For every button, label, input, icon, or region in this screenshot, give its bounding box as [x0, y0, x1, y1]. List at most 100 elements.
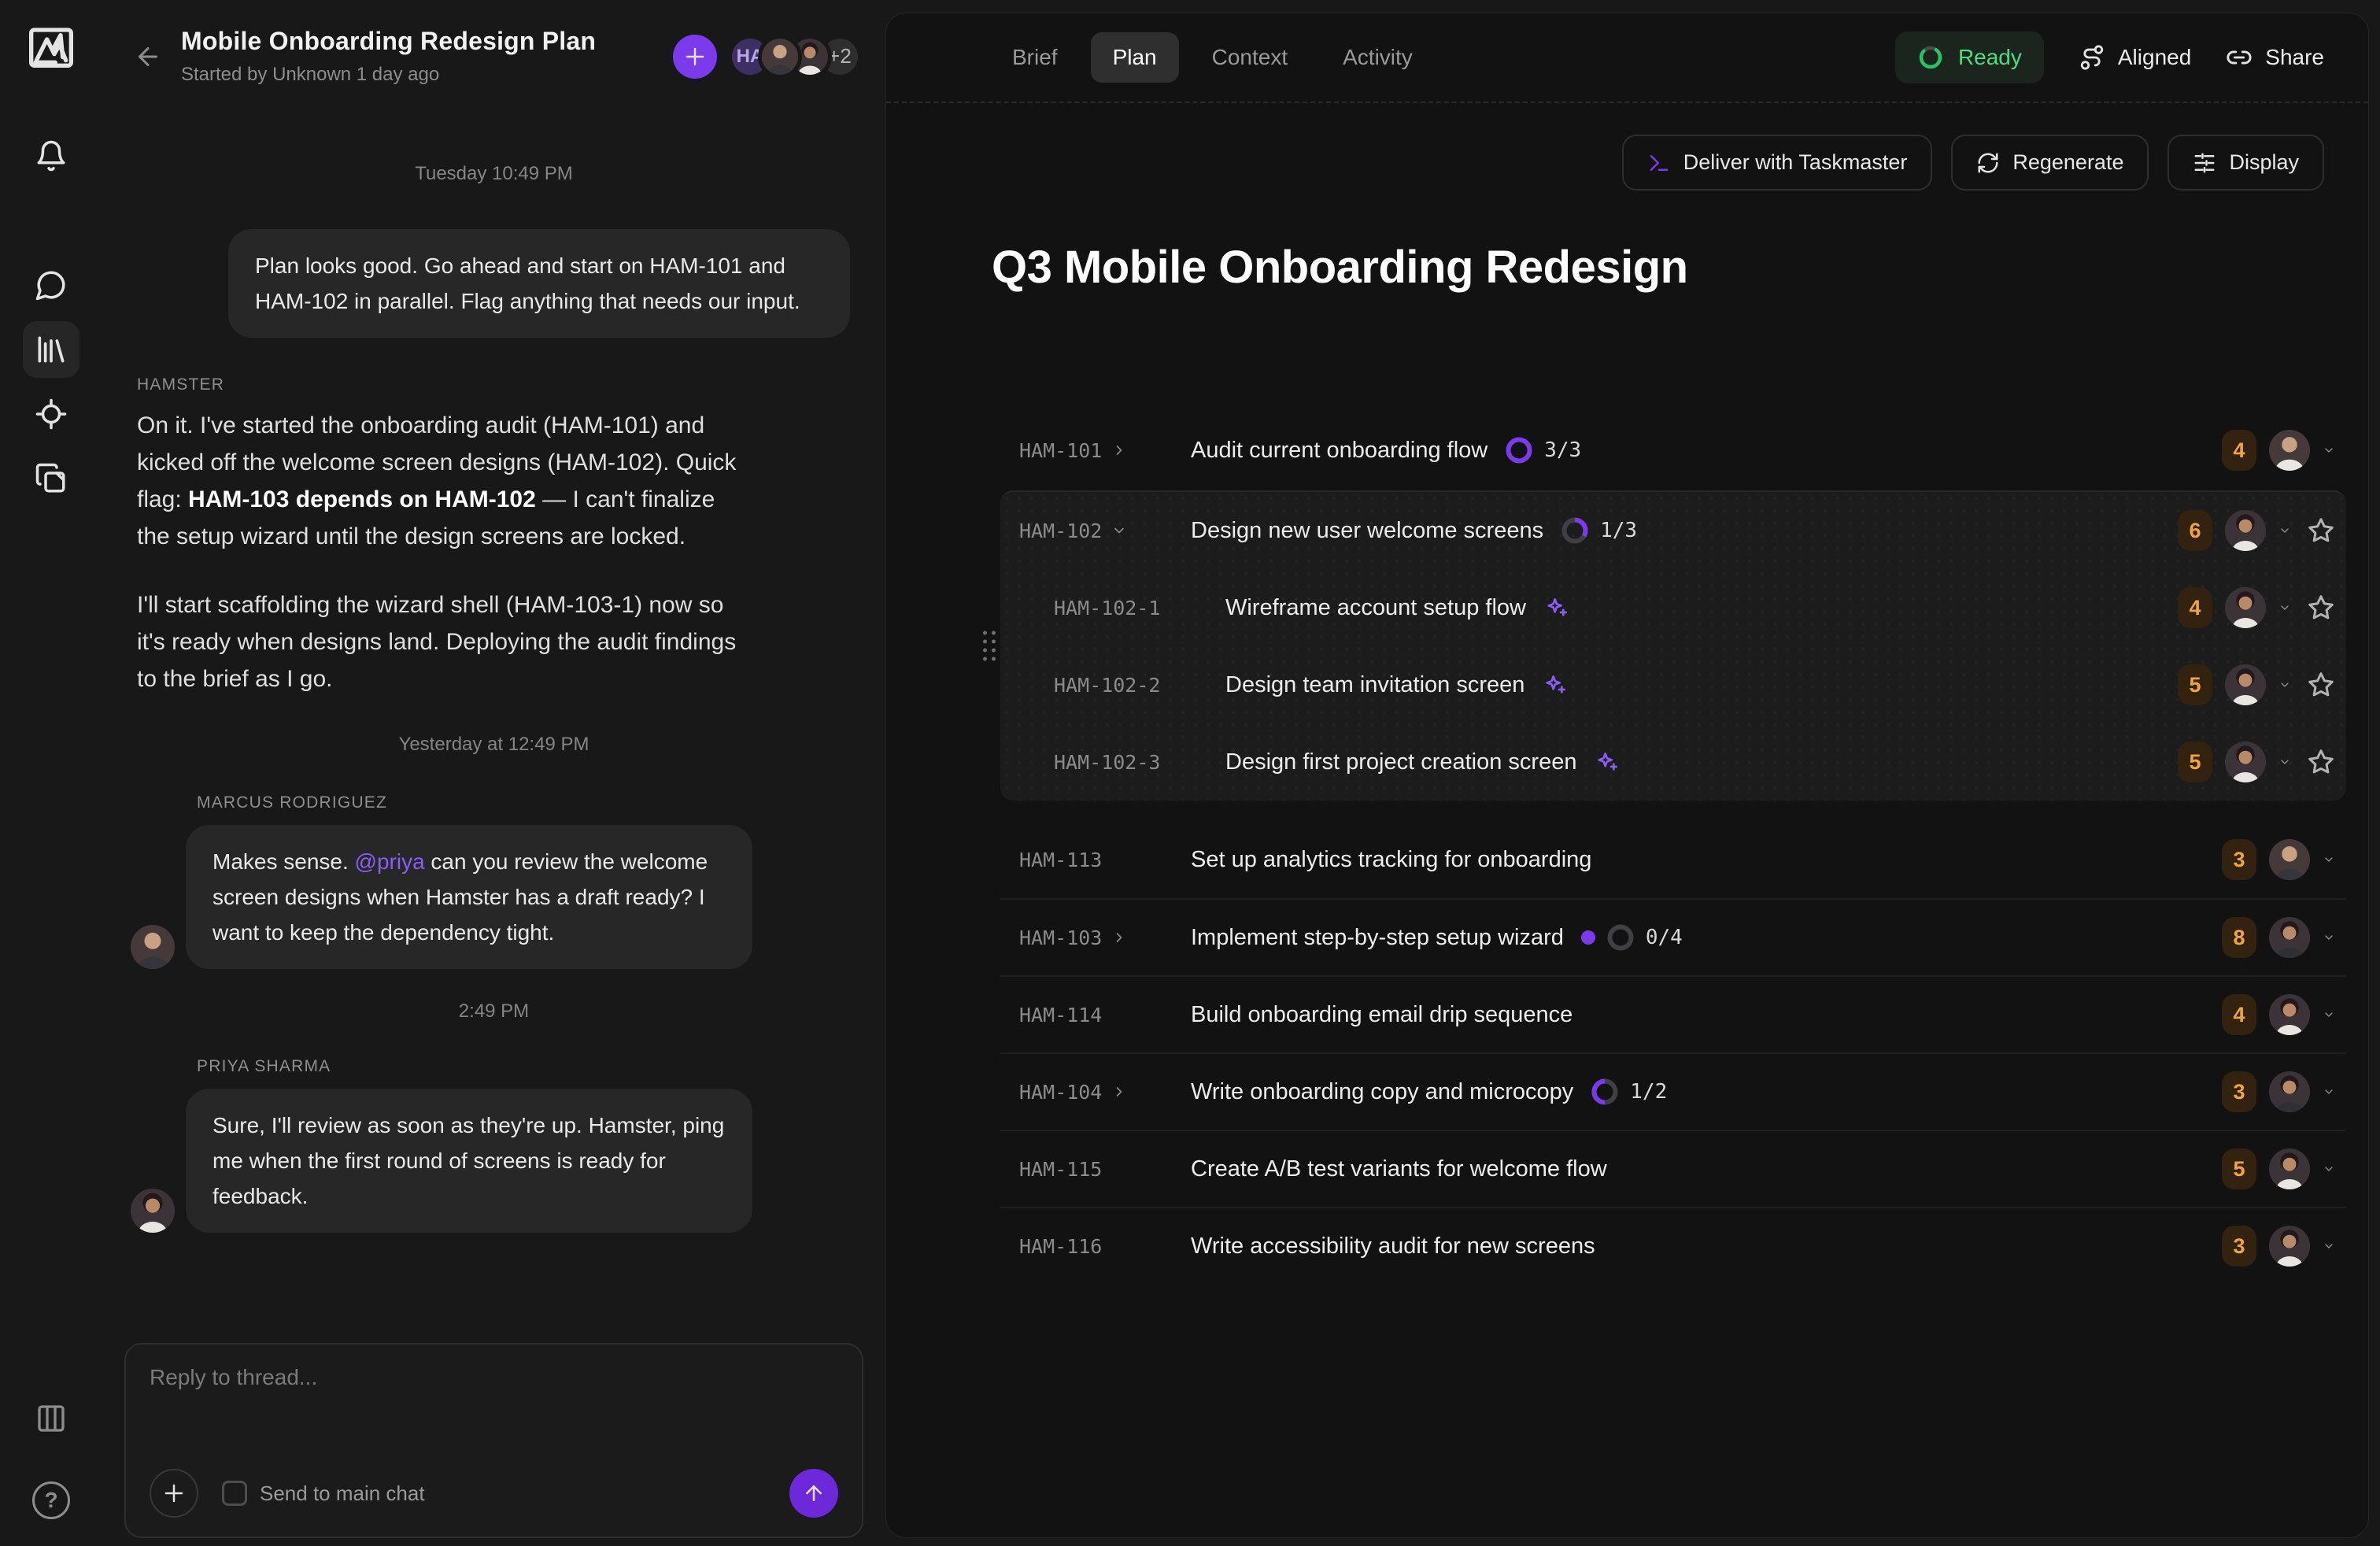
- assignee-avatar: [2269, 839, 2310, 880]
- message-bubble: Makes sense. @priya can you review the w…: [186, 825, 752, 969]
- message-group-hamster: HAMSTER On it. I've started the onboardi…: [131, 375, 857, 697]
- message-row: Makes sense. @priya can you review the w…: [131, 825, 857, 969]
- points-badge: 4: [2178, 587, 2212, 628]
- mention-priya[interactable]: @priya: [354, 849, 425, 874]
- progress-fraction: 1/2: [1630, 1080, 1668, 1104]
- task-row-ham-104[interactable]: HAM-104 Write onboarding copy and microc…: [1000, 1052, 2346, 1130]
- row-menu-chevron-icon[interactable]: [2323, 931, 2335, 944]
- sliders-icon: [2194, 153, 2215, 172]
- task-row-ham-102-1[interactable]: HAM-102-1 Wireframe account setup flow 4: [1000, 569, 2346, 646]
- task-title: Build onboarding email drip sequence: [1191, 1001, 1573, 1027]
- message-bubble: Plan looks good. Go ahead and start on H…: [228, 229, 850, 338]
- points-badge: 3: [2222, 1226, 2256, 1267]
- message-group-marcus: MARCUS RODRIGUEZ Makes sense. @priya can…: [131, 793, 857, 969]
- display-button[interactable]: Display: [2168, 135, 2324, 190]
- task-row-ham-102[interactable]: HAM-102 Design new user welcome screens …: [1000, 492, 2346, 569]
- composer-toolbar: Send to main chat: [150, 1469, 838, 1518]
- task-row-ham-103[interactable]: HAM-103 Implement step-by-step setup wiz…: [1000, 898, 2346, 975]
- chevron-down-icon[interactable]: [1111, 523, 1127, 538]
- task-group-ham-102: HAM-102 Design new user welcome screens …: [983, 490, 2346, 801]
- task-list: HAM-101 Audit current onboarding flow 3/…: [983, 412, 2346, 1284]
- thread-subtitle: Started by Unknown 1 day ago: [181, 64, 440, 85]
- points-badge: 5: [2178, 742, 2212, 782]
- message-text: Plan looks good. Go ahead and start on H…: [255, 253, 800, 313]
- task-title: Audit current onboarding flow: [1191, 437, 1488, 463]
- progress-fraction: 3/3: [1544, 438, 1582, 462]
- attach-button[interactable]: [150, 1469, 198, 1518]
- row-menu-chevron-icon[interactable]: [2278, 679, 2291, 691]
- tab-activity[interactable]: Activity: [1343, 45, 1413, 69]
- layout-columns-button[interactable]: [23, 1390, 79, 1447]
- task-title: Wireframe account setup flow: [1225, 594, 1526, 620]
- row-menu-chevron-icon[interactable]: [2278, 756, 2291, 768]
- star-icon[interactable]: [2307, 516, 2335, 545]
- copy-pages-icon: [35, 463, 65, 493]
- ready-label: Ready: [1957, 45, 2022, 69]
- target-icon: [35, 398, 67, 430]
- refresh-icon: [1978, 153, 1998, 172]
- task-row-ham-116[interactable]: HAM-116 Write accessibility audit for ne…: [1000, 1207, 2346, 1284]
- row-menu-chevron-icon[interactable]: [2323, 853, 2335, 866]
- task-row-ham-101[interactable]: HAM-101 Audit current onboarding flow 3/…: [1000, 412, 2346, 489]
- task-meta: 4: [2222, 430, 2335, 471]
- row-menu-chevron-icon[interactable]: [2323, 1163, 2335, 1175]
- tab-brief[interactable]: Brief: [1012, 45, 1058, 69]
- tab-context[interactable]: Context: [1211, 45, 1288, 69]
- avatar-stack[interactable]: HA +2: [728, 34, 862, 79]
- row-menu-chevron-icon[interactable]: [2323, 1086, 2335, 1098]
- add-participant-button[interactable]: [673, 34, 717, 79]
- task-row-ham-102-2[interactable]: HAM-102-2 Design team invitation screen …: [1000, 646, 2346, 723]
- row-menu-chevron-icon[interactable]: [2323, 1240, 2335, 1252]
- task-meta: 3: [2222, 839, 2335, 880]
- assignee-avatar: [2225, 587, 2266, 628]
- thread-title: Mobile Onboarding Redesign Plan: [181, 27, 597, 55]
- documents-button[interactable]: [23, 450, 79, 507]
- regenerate-button[interactable]: Regenerate: [1951, 135, 2149, 190]
- thread-panel: Mobile Onboarding Redesign Plan Started …: [102, 0, 885, 1546]
- send-to-main-chat-checkbox[interactable]: [222, 1481, 247, 1506]
- plan-header: Brief Plan Context Activity Ready: [886, 13, 2368, 103]
- notifications-button[interactable]: [23, 128, 79, 184]
- task-row-ham-114[interactable]: HAM-114 Build onboarding email drip sequ…: [1000, 975, 2346, 1052]
- chats-button[interactable]: [23, 257, 79, 313]
- tab-plan[interactable]: Plan: [1090, 32, 1179, 83]
- ai-sparkles-icon: [1542, 672, 1567, 697]
- assignee-avatar: [2269, 1226, 2310, 1267]
- task-row-ham-115[interactable]: HAM-115 Create A/B test variants for wel…: [1000, 1130, 2346, 1207]
- help-button[interactable]: ?: [32, 1481, 70, 1519]
- task-row-ham-102-3[interactable]: HAM-102-3 Design first project creation …: [1000, 723, 2346, 801]
- avatar-marcus: [131, 925, 175, 969]
- row-menu-chevron-icon[interactable]: [2323, 1008, 2335, 1021]
- task-meta: 4: [2178, 587, 2335, 628]
- locate-button[interactable]: [23, 386, 79, 442]
- regenerate-label: Regenerate: [2012, 150, 2124, 174]
- send-to-main-chat-option[interactable]: Send to main chat: [222, 1481, 425, 1506]
- library-icon: [38, 336, 65, 363]
- task-row-ham-113[interactable]: HAM-113 Set up analytics tracking for on…: [1000, 821, 2346, 898]
- chevron-right-icon[interactable]: [1111, 1084, 1127, 1100]
- task-meta: 6: [2178, 510, 2335, 551]
- send-button[interactable]: [789, 1469, 838, 1518]
- chevron-right-icon[interactable]: [1111, 930, 1127, 945]
- reply-input[interactable]: [150, 1365, 838, 1390]
- star-icon[interactable]: [2307, 594, 2335, 622]
- deliver-taskmaster-button[interactable]: Deliver with Taskmaster: [1621, 135, 1933, 190]
- share-button[interactable]: Share: [2226, 44, 2324, 71]
- plus-icon: [164, 1484, 183, 1503]
- drag-handle[interactable]: [983, 631, 996, 662]
- progress-ring-icon: [1506, 437, 1532, 464]
- row-menu-chevron-icon[interactable]: [2278, 601, 2291, 614]
- back-button[interactable]: [126, 35, 170, 79]
- task-progress: 1/2: [1591, 1078, 1667, 1106]
- assignee-avatar: [2225, 510, 2266, 551]
- aligned-button[interactable]: Aligned: [2079, 44, 2191, 71]
- chevron-right-icon[interactable]: [1111, 442, 1127, 458]
- share-label: Share: [2265, 45, 2324, 69]
- star-icon[interactable]: [2307, 671, 2335, 699]
- app-logo-icon[interactable]: [23, 20, 79, 77]
- row-menu-chevron-icon[interactable]: [2323, 444, 2335, 457]
- ready-status-button[interactable]: Ready: [1894, 31, 2044, 83]
- star-icon[interactable]: [2307, 748, 2335, 776]
- library-button[interactable]: [23, 321, 79, 378]
- row-menu-chevron-icon[interactable]: [2278, 524, 2291, 537]
